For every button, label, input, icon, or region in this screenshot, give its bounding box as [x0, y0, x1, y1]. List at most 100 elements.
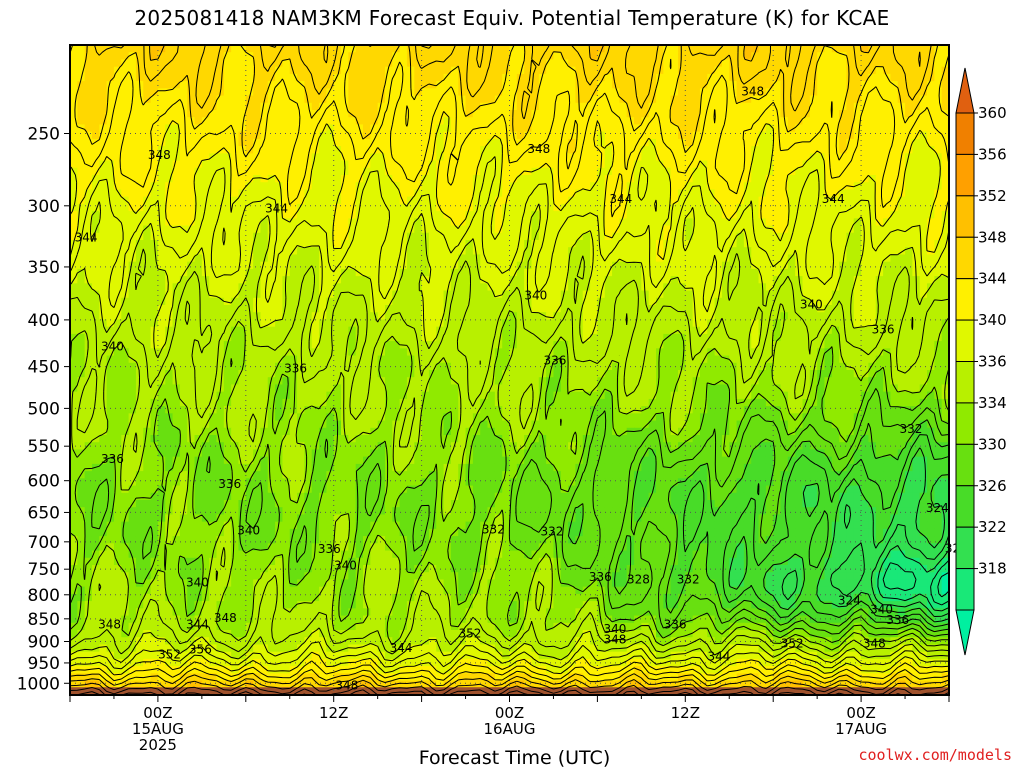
field-cell	[934, 110, 943, 118]
field-cell	[765, 203, 774, 212]
field-cell	[341, 225, 349, 234]
field-cell	[421, 319, 430, 328]
field-cell	[597, 254, 606, 263]
field-cell	[736, 305, 745, 313]
field-cell	[450, 182, 459, 191]
field-cell	[502, 117, 511, 126]
field-cell	[179, 211, 188, 219]
field-cell	[341, 211, 349, 219]
field-cell	[267, 218, 276, 227]
field-cell	[685, 52, 694, 61]
field-cell	[861, 110, 870, 118]
field-cell	[77, 52, 86, 61]
field-cell	[692, 305, 701, 313]
field-cell	[297, 312, 305, 321]
field-cell	[648, 66, 657, 75]
field-cell	[751, 59, 760, 68]
field-cell	[656, 175, 664, 183]
field-cell	[934, 312, 943, 321]
field-cell	[377, 59, 386, 68]
field-cell	[480, 167, 489, 176]
field-cell	[912, 225, 921, 234]
field-cell	[77, 211, 86, 219]
field-cell	[135, 146, 144, 154]
field-cell	[663, 45, 672, 53]
field-cell	[773, 102, 782, 111]
field-cell	[568, 95, 577, 104]
field-cell	[604, 81, 613, 89]
field-cell	[831, 146, 840, 154]
field-cell	[743, 138, 752, 147]
field-cell	[663, 254, 672, 263]
field-cell	[641, 247, 650, 256]
field-cell	[905, 167, 913, 176]
field-cell	[472, 95, 481, 104]
field-cell	[809, 297, 818, 306]
field-cell	[663, 88, 672, 97]
field-cell	[553, 160, 562, 169]
field-cell	[289, 268, 298, 277]
field-cell	[377, 160, 386, 169]
field-cell	[370, 326, 379, 335]
field-cell	[677, 283, 686, 292]
field-cell	[384, 247, 393, 256]
field-cell	[297, 232, 305, 241]
field-cell	[135, 268, 144, 277]
field-cell	[135, 247, 144, 256]
field-cell	[297, 297, 305, 306]
field-cell	[406, 153, 415, 162]
field-cell	[392, 247, 401, 256]
field-cell	[546, 66, 555, 75]
field-cell	[282, 59, 291, 68]
field-cell	[428, 175, 437, 183]
field-cell	[941, 276, 949, 284]
field-cell	[634, 232, 642, 241]
field-cell	[626, 196, 635, 205]
field-cell	[714, 218, 723, 227]
field-cell	[99, 124, 108, 133]
field-cell	[612, 138, 620, 147]
field-cell	[780, 59, 789, 68]
field-cell	[201, 261, 210, 270]
field-cell	[304, 196, 313, 205]
field-cell	[106, 225, 115, 234]
field-cell	[348, 312, 357, 321]
field-cell	[245, 333, 254, 342]
field-cell	[414, 153, 423, 162]
field-cell	[809, 117, 818, 126]
field-cell	[311, 341, 320, 349]
field-cell	[575, 312, 584, 321]
field-cell	[209, 189, 218, 198]
field-cell	[458, 117, 467, 126]
field-cell	[216, 268, 225, 277]
field-cell	[465, 240, 474, 248]
field-cell	[795, 203, 804, 212]
field-cell	[648, 175, 657, 183]
field-cell	[384, 254, 393, 263]
field-cell	[707, 268, 716, 277]
field-cell	[194, 326, 203, 335]
field-cell	[612, 88, 620, 97]
field-cell	[106, 167, 115, 176]
field-cell	[568, 189, 577, 198]
field-cell	[919, 276, 928, 284]
field-cell	[634, 117, 642, 126]
field-cell	[883, 175, 891, 183]
field-cell	[253, 95, 262, 104]
field-cell	[677, 261, 686, 270]
field-cell	[736, 124, 745, 133]
field-cell	[765, 66, 774, 75]
field-cell	[707, 95, 716, 104]
field-cell	[135, 59, 144, 68]
field-cell	[729, 312, 738, 321]
field-cell	[619, 276, 628, 284]
field-cell	[326, 66, 335, 75]
field-cell	[714, 305, 723, 313]
field-cell	[912, 232, 921, 241]
field-cell	[487, 189, 496, 198]
field-cell	[839, 175, 848, 183]
field-cell	[77, 261, 86, 270]
field-cell	[319, 276, 327, 284]
field-cell	[341, 175, 349, 183]
field-cell	[494, 153, 503, 162]
